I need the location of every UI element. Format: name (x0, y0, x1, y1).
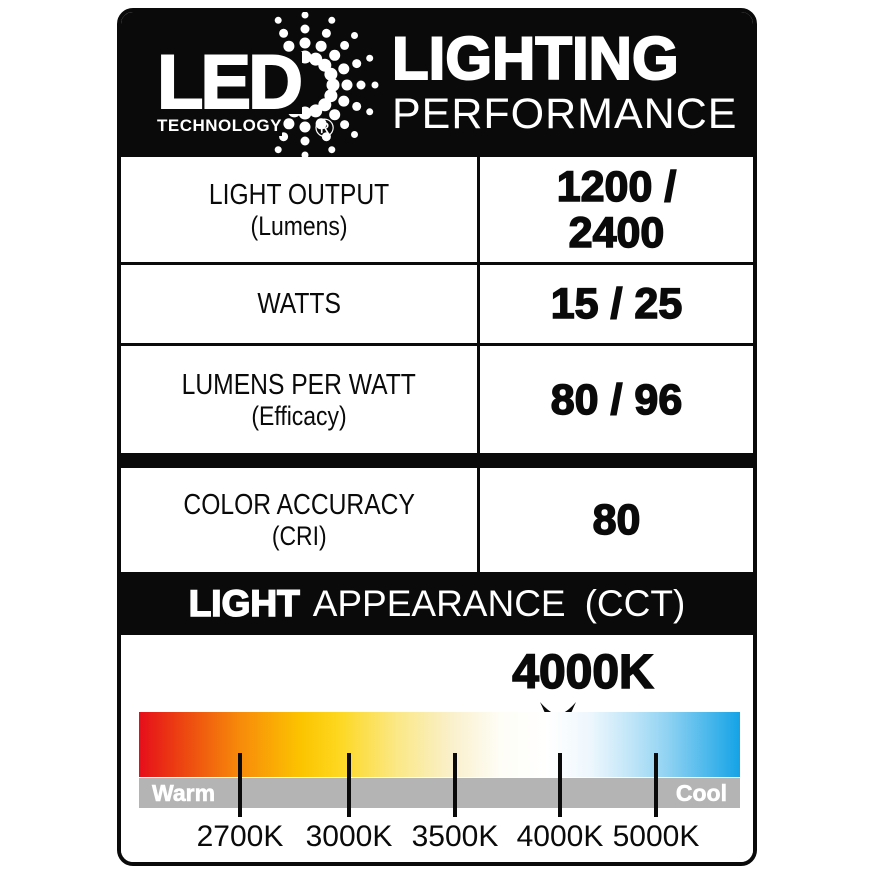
metric-value: 15 / 25 (550, 280, 683, 328)
tick-label-2700k: 2700K (196, 820, 284, 853)
metric-value-cell: 15 / 25 (480, 265, 753, 343)
heading-suffix: (CCT) (584, 582, 686, 624)
metric-value: 1200 / 2400 (556, 162, 677, 257)
metric-value-cell: 80 / 96 (480, 346, 753, 453)
metric-value: 80 (592, 496, 641, 544)
tick-4000k (558, 753, 562, 817)
tick-label-3000k: 3000K (305, 820, 393, 853)
metric-label-cell: WATTS (121, 265, 480, 343)
selected-cct-value: 4000K (511, 645, 654, 700)
lighting-facts-label: LED TECHNOLOGY ® LIGHTING PERFORMANCE LI… (117, 8, 757, 866)
cct-scale-section: 4000K Warm Cool 2700K 3000K 3500K 4000K … (121, 635, 753, 862)
metric-value-cell: 80 (480, 468, 753, 572)
header-title: LIGHTING PERFORMANCE (391, 25, 738, 138)
tick-3500k (453, 753, 457, 817)
metric-label: WATTS (257, 288, 341, 320)
metric-label-cell: COLOR ACCURACY (CRI) (121, 468, 480, 572)
tick-5000k (654, 753, 658, 817)
logo-brand-text: LED (156, 40, 304, 125)
metric-row-lumens-per-watt: LUMENS PER WATT (Efficacy) 80 / 96 (121, 346, 753, 453)
tick-label-4000k: 4000K (516, 820, 604, 853)
metric-label: LUMENS PER WATT (181, 368, 417, 401)
metric-label: COLOR ACCURACY (183, 489, 415, 521)
metric-unit: (Lumens) (250, 210, 348, 241)
label-header: LED TECHNOLOGY ® LIGHTING PERFORMANCE (121, 12, 753, 159)
section-divider (121, 453, 753, 468)
light-appearance-heading: LIGHT APPEARANCE (CCT) (121, 572, 753, 635)
tick-label-3500k: 3500K (411, 820, 499, 853)
tick-2700k (238, 753, 242, 817)
cct-gradient-bar (139, 712, 740, 777)
header-title-line1: LIGHTING (391, 25, 680, 92)
metric-row-watts: WATTS 15 / 25 (121, 265, 753, 346)
starburst-icon (274, 12, 379, 159)
metric-unit: (Efficacy) (251, 400, 347, 431)
metric-unit: (CRI) (271, 521, 327, 551)
metric-row-light-output: LIGHT OUTPUT (Lumens) 1200 / 2400 (121, 157, 753, 265)
warm-cool-bar: Warm Cool (139, 778, 740, 808)
metric-value-cell: 1200 / 2400 (480, 157, 753, 262)
tick-3000k (347, 753, 351, 817)
metric-label-cell: LIGHT OUTPUT (Lumens) (121, 157, 480, 262)
cool-label: Cool (675, 779, 728, 806)
logo-tagline: TECHNOLOGY (157, 116, 282, 136)
metric-row-color-accuracy: COLOR ACCURACY (CRI) 80 (121, 468, 753, 572)
heading-emphasis: LIGHT (188, 582, 301, 625)
metric-label-cell: LUMENS PER WATT (Efficacy) (121, 346, 480, 453)
heading-rest: APPEARANCE (312, 582, 566, 624)
metric-value: 80 / 96 (550, 375, 683, 424)
warm-label: Warm (152, 779, 216, 806)
header-title-line2: PERFORMANCE (392, 90, 738, 138)
metric-label: LIGHT OUTPUT (208, 178, 390, 211)
tick-label-5000k: 5000K (612, 820, 700, 853)
registered-trademark: ® (315, 113, 335, 143)
